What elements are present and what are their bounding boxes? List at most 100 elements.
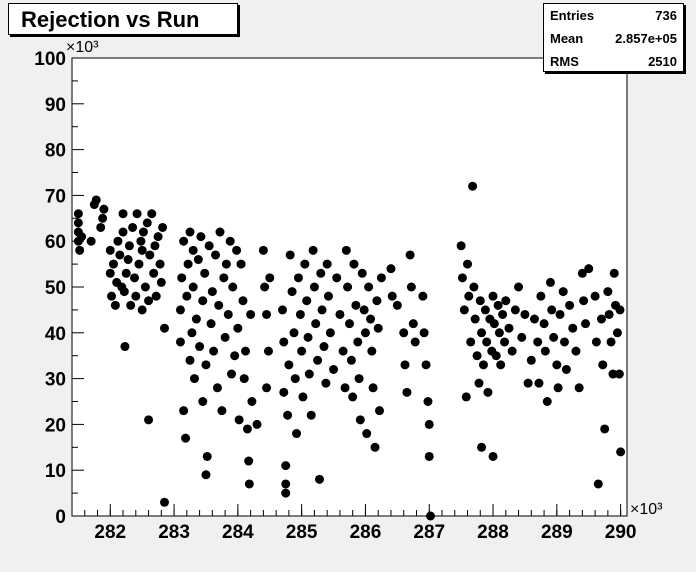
data-point bbox=[547, 305, 557, 315]
y-tick-label: 30 bbox=[45, 370, 66, 391]
data-point bbox=[366, 314, 376, 324]
data-point bbox=[374, 406, 384, 416]
data-point bbox=[405, 250, 415, 260]
data-point bbox=[313, 355, 323, 365]
data-point bbox=[297, 346, 307, 356]
data-point bbox=[359, 305, 369, 315]
data-point bbox=[614, 369, 624, 379]
data-point bbox=[345, 319, 354, 329]
data-point bbox=[340, 383, 350, 393]
x-tick-label: 284 bbox=[222, 522, 254, 543]
data-point bbox=[463, 259, 473, 269]
data-point bbox=[118, 209, 128, 219]
stats-row-rms: RMS 2510 bbox=[544, 50, 683, 73]
data-point bbox=[319, 342, 329, 352]
data-point bbox=[351, 300, 361, 310]
data-point bbox=[598, 360, 608, 370]
data-point bbox=[526, 355, 536, 365]
data-point bbox=[201, 470, 211, 480]
y-tick-label: 10 bbox=[45, 461, 66, 482]
data-point bbox=[579, 296, 589, 306]
data-point bbox=[523, 378, 533, 388]
data-point bbox=[364, 282, 374, 292]
data-point bbox=[136, 236, 146, 246]
data-point bbox=[373, 323, 383, 333]
data-point bbox=[137, 305, 147, 315]
data-point bbox=[418, 291, 428, 301]
data-point bbox=[160, 323, 169, 333]
data-point bbox=[468, 181, 478, 191]
data-point bbox=[400, 360, 410, 370]
data-point bbox=[368, 383, 378, 393]
data-point bbox=[478, 360, 488, 370]
data-point bbox=[110, 300, 120, 310]
data-point bbox=[423, 397, 433, 406]
y-tick-label: 20 bbox=[45, 415, 66, 436]
data-point bbox=[461, 392, 471, 402]
data-point bbox=[329, 364, 339, 374]
x-multiplier-label: ×10³ bbox=[630, 501, 663, 518]
data-point bbox=[488, 451, 498, 461]
data-point bbox=[362, 429, 372, 439]
data-point bbox=[482, 337, 492, 347]
data-point bbox=[244, 479, 254, 489]
data-point bbox=[223, 309, 233, 319]
data-point bbox=[175, 337, 185, 347]
data-point bbox=[353, 337, 363, 347]
data-point bbox=[574, 383, 584, 393]
data-point bbox=[126, 300, 136, 310]
data-point bbox=[292, 429, 302, 439]
data-point bbox=[262, 383, 272, 393]
data-point bbox=[263, 346, 273, 356]
data-point bbox=[158, 222, 168, 232]
data-point bbox=[459, 305, 469, 315]
data-point bbox=[175, 305, 185, 315]
x-tick-label: 283 bbox=[158, 522, 190, 543]
chart-title: Rejection vs Run bbox=[8, 3, 238, 35]
data-point bbox=[325, 328, 335, 338]
data-point bbox=[571, 346, 581, 356]
stats-label: RMS bbox=[550, 54, 579, 69]
data-point bbox=[354, 374, 364, 384]
data-point bbox=[220, 332, 230, 342]
y-tick-label: 60 bbox=[45, 232, 66, 253]
data-point bbox=[195, 342, 205, 352]
data-point bbox=[323, 291, 333, 301]
data-point bbox=[113, 236, 123, 246]
data-point bbox=[335, 309, 345, 319]
data-point bbox=[565, 300, 575, 310]
data-point bbox=[160, 497, 169, 507]
y-tick-label: 70 bbox=[45, 186, 66, 207]
data-point bbox=[124, 241, 134, 251]
data-point bbox=[348, 392, 358, 402]
data-point bbox=[144, 415, 154, 425]
data-point bbox=[119, 287, 129, 297]
data-point bbox=[142, 218, 152, 228]
data-point bbox=[456, 241, 466, 251]
data-point bbox=[147, 209, 157, 219]
data-point bbox=[367, 346, 377, 356]
data-point bbox=[533, 337, 543, 347]
data-point bbox=[217, 406, 227, 416]
data-point bbox=[298, 392, 308, 402]
data-point bbox=[376, 273, 386, 283]
data-point bbox=[225, 236, 235, 246]
data-point bbox=[153, 232, 163, 242]
data-point bbox=[284, 360, 294, 370]
data-point bbox=[306, 410, 316, 420]
data-point bbox=[179, 236, 189, 246]
data-point bbox=[121, 268, 131, 278]
data-point bbox=[196, 232, 206, 242]
data-point bbox=[466, 337, 476, 347]
data-point bbox=[198, 397, 208, 406]
data-point bbox=[555, 309, 565, 319]
data-point bbox=[300, 259, 310, 269]
data-point bbox=[132, 209, 142, 219]
data-point bbox=[530, 314, 539, 324]
data-point bbox=[214, 300, 224, 310]
data-point bbox=[349, 259, 359, 269]
data-point bbox=[424, 451, 434, 461]
data-point bbox=[281, 461, 291, 471]
data-point bbox=[98, 213, 108, 223]
